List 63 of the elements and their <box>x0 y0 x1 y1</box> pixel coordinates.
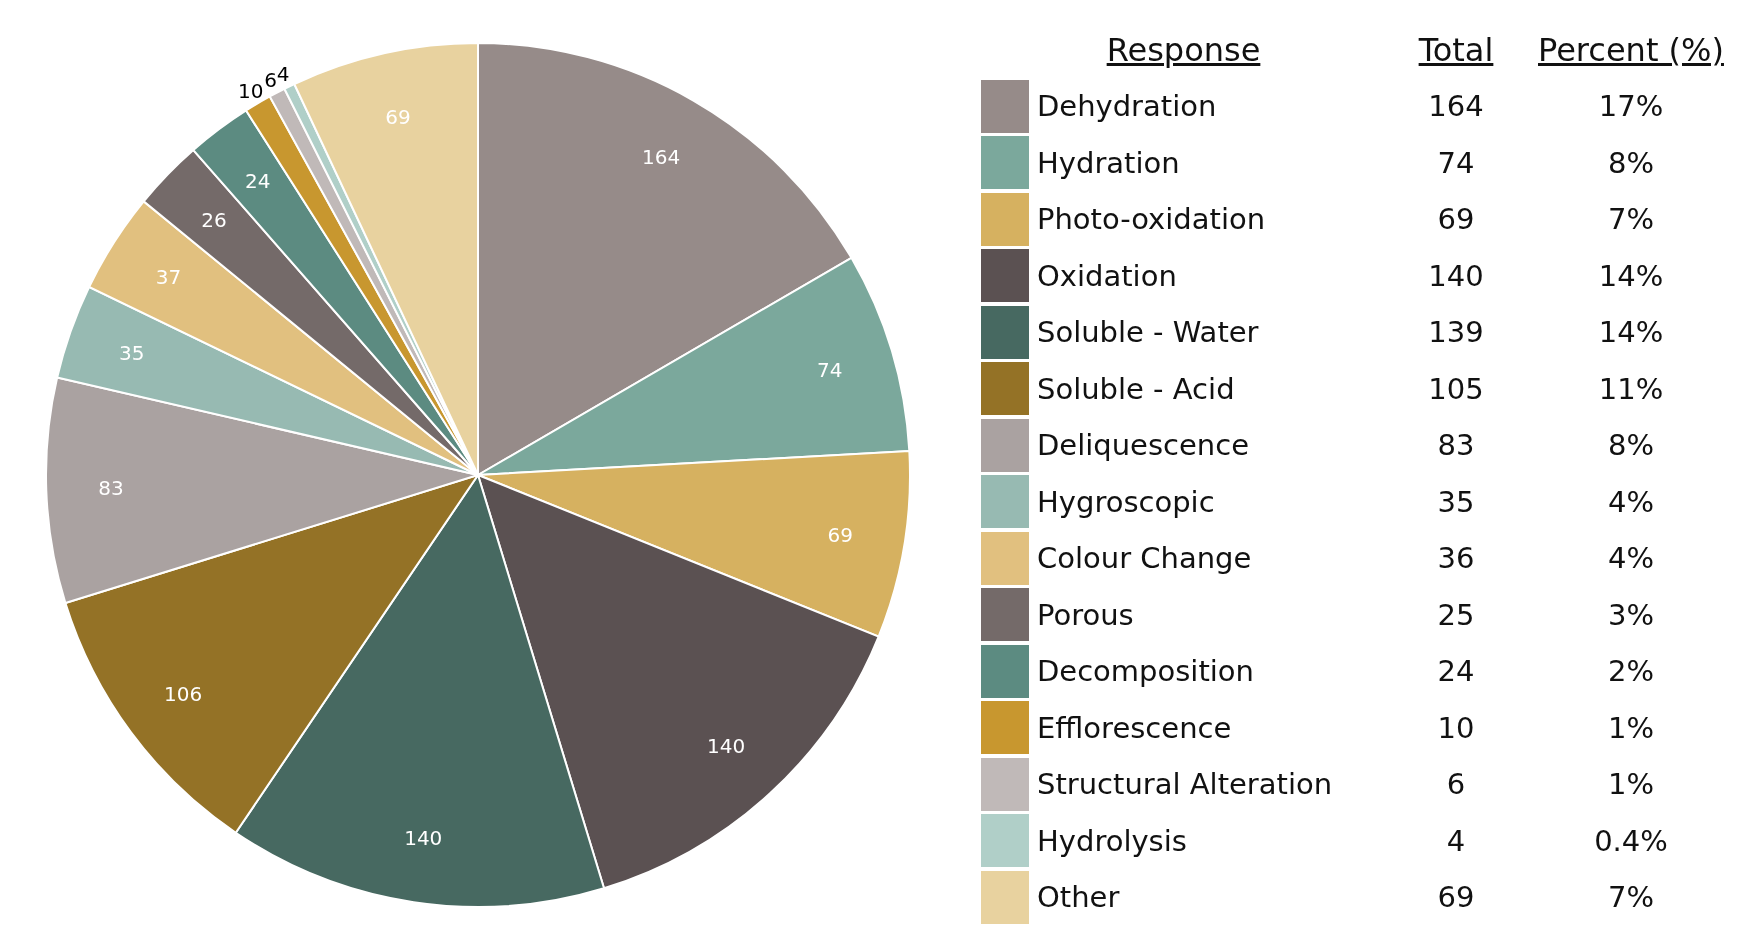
data-label: 140 <box>404 826 443 851</box>
text: 10 <box>1436 710 1476 745</box>
text: 8% <box>1607 145 1655 180</box>
text: 6 <box>1445 767 1467 802</box>
legend-label: Hydration <box>1037 145 1181 180</box>
data-label: 4 <box>276 61 290 86</box>
legend-label: Porous <box>1037 597 1135 632</box>
text: 140 <box>1427 258 1485 293</box>
data-label: 83 <box>98 476 124 501</box>
text: 14% <box>1597 258 1665 293</box>
legend-label: Colour Change <box>1037 541 1253 576</box>
data-label: 26 <box>201 207 227 232</box>
data-label: 164 <box>642 144 681 169</box>
data-label: 24 <box>245 169 271 194</box>
text: 35 <box>1436 484 1476 519</box>
text: 3% <box>1607 597 1655 632</box>
text: 105 <box>1427 371 1485 406</box>
text: 69 <box>1436 880 1476 915</box>
data-label: 6 <box>264 68 277 93</box>
legend-label: Dehydration <box>1037 89 1218 124</box>
legend-label: Soluble - Acid <box>1037 371 1236 406</box>
text: 11% <box>1597 371 1665 406</box>
text: 164 <box>1427 89 1485 124</box>
text: Total <box>1417 30 1495 71</box>
text: 1% <box>1607 710 1655 745</box>
text: 4% <box>1607 541 1655 576</box>
data-label: 37 <box>155 265 182 290</box>
data-label: 140 <box>706 733 746 758</box>
legend-label: Other <box>1037 880 1121 915</box>
data-label: 10 <box>237 79 264 104</box>
text: 0.4% <box>1593 823 1669 858</box>
text: 25 <box>1436 597 1476 632</box>
legend-label: Structural Alteration <box>1037 767 1334 802</box>
legend-title: Response <box>1105 30 1262 71</box>
legend-label: Soluble - Water <box>1037 315 1260 350</box>
text: 4% <box>1607 484 1655 519</box>
text: 36 <box>1436 541 1476 576</box>
legend-label: Photo-oxidation <box>1037 202 1267 237</box>
text: 17% <box>1597 89 1665 124</box>
text: 139 <box>1427 315 1485 350</box>
text: 69 <box>1436 202 1476 237</box>
data-label: 74 <box>817 357 843 382</box>
text: 14% <box>1597 315 1665 350</box>
data-label: 106 <box>163 681 203 706</box>
legend-label: Hydrolysis <box>1037 823 1188 858</box>
text: 83 <box>1436 428 1476 463</box>
legend-label: Decomposition <box>1037 654 1255 689</box>
text: 7% <box>1607 880 1655 915</box>
text: 4 <box>1445 823 1467 858</box>
data-label: 35 <box>118 340 145 365</box>
text: 8% <box>1607 428 1655 463</box>
data-label: 69 <box>385 104 411 129</box>
text: 7% <box>1607 202 1655 237</box>
legend-label: Oxidation <box>1037 258 1178 293</box>
legend-label: Efflorescence <box>1037 710 1233 745</box>
legend-label: Hygroscopic <box>1037 484 1216 519</box>
text: 74 <box>1436 145 1476 180</box>
text: 2% <box>1607 654 1655 689</box>
text: Percent (%) <box>1537 30 1725 71</box>
data-label: 69 <box>827 522 853 547</box>
text: 24 <box>1436 654 1476 689</box>
legend-label: Deliquescence <box>1037 428 1250 463</box>
text: 1% <box>1607 767 1655 802</box>
